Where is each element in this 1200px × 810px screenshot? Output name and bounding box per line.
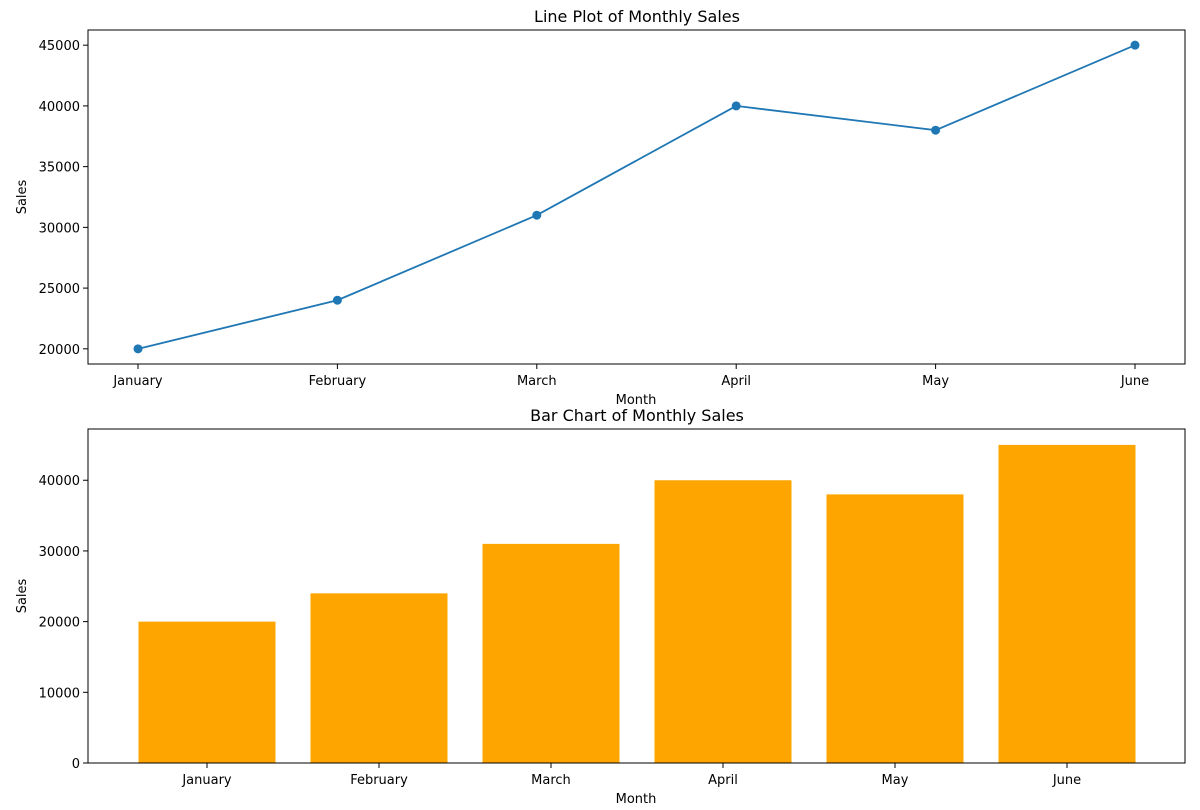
line-x-tick-label-may: May <box>922 374 949 389</box>
line-chart-title: Line Plot of Monthly Sales <box>534 7 740 26</box>
line-y-axis-label: Sales <box>15 179 30 214</box>
line-y-tick-label: 45000 <box>39 39 80 54</box>
line-x-tick-label-april: April <box>721 374 751 389</box>
bar-y-tick-label: 0 <box>72 757 80 772</box>
line-y-axis: 20000 25000 30000 35000 40000 45000 <box>39 39 88 358</box>
bar-x-tick-label-june: June <box>1052 773 1081 788</box>
bar-y-tick-label: 10000 <box>39 686 80 701</box>
bar-chart-title: Bar Chart of Monthly Sales <box>530 406 744 425</box>
line-x-tick-label-june: June <box>1120 374 1149 389</box>
bar-x-tick-label-april: April <box>708 773 738 788</box>
bar-y-tick-label: 20000 <box>39 616 80 631</box>
bar-y-tick-label: 40000 <box>39 474 80 489</box>
bar-x-axis: January February March April May June <box>181 763 1081 788</box>
line-y-tick-label: 35000 <box>39 161 80 176</box>
bar-january <box>138 621 276 763</box>
line-point-may <box>931 125 941 135</box>
bar-y-axis-label: Sales <box>15 578 30 613</box>
line-x-tick-label-february: February <box>309 374 367 389</box>
line-y-tick-label: 40000 <box>39 100 80 115</box>
line-x-tick-label-march: March <box>517 374 557 389</box>
line-point-march <box>532 210 542 220</box>
line-series-sales <box>137 44 1136 350</box>
line-point-april <box>731 101 741 111</box>
bar-x-tick-label-january: January <box>181 773 232 788</box>
bar-y-tick-label: 30000 <box>39 545 80 560</box>
line-x-tick-label-january: January <box>112 374 163 389</box>
bar-april <box>654 480 792 763</box>
bar-march <box>482 543 620 763</box>
bar-x-axis-label: Month <box>616 792 657 807</box>
line-point-january <box>133 344 143 354</box>
line-markers <box>133 40 1140 354</box>
bar-june <box>998 444 1136 763</box>
bar-chart: Bar Chart of Monthly Sales 0 10000 20000 30… <box>15 406 1186 807</box>
bar-y-axis: 0 10000 20000 30000 40000 <box>39 474 88 772</box>
bar-may <box>826 494 964 763</box>
bar-plot-frame <box>87 428 1186 764</box>
line-x-axis: January February March April May June <box>112 364 1149 389</box>
line-chart: Line Plot of Monthly Sales 20000 25000 300… <box>15 7 1186 408</box>
line-plot-frame <box>87 29 1186 365</box>
bar-x-tick-label-march: March <box>531 773 571 788</box>
bar-february <box>310 593 448 763</box>
line-point-june <box>1130 40 1140 50</box>
line-y-tick-label: 25000 <box>39 282 80 297</box>
line-y-tick-label: 20000 <box>39 343 80 358</box>
line-point-february <box>332 295 342 305</box>
bar-x-tick-label-february: February <box>350 773 408 788</box>
bar-x-tick-label-may: May <box>882 773 909 788</box>
bar-series-sales <box>138 444 1136 763</box>
line-x-axis-label: Month <box>616 393 657 408</box>
line-y-tick-label: 30000 <box>39 221 80 236</box>
